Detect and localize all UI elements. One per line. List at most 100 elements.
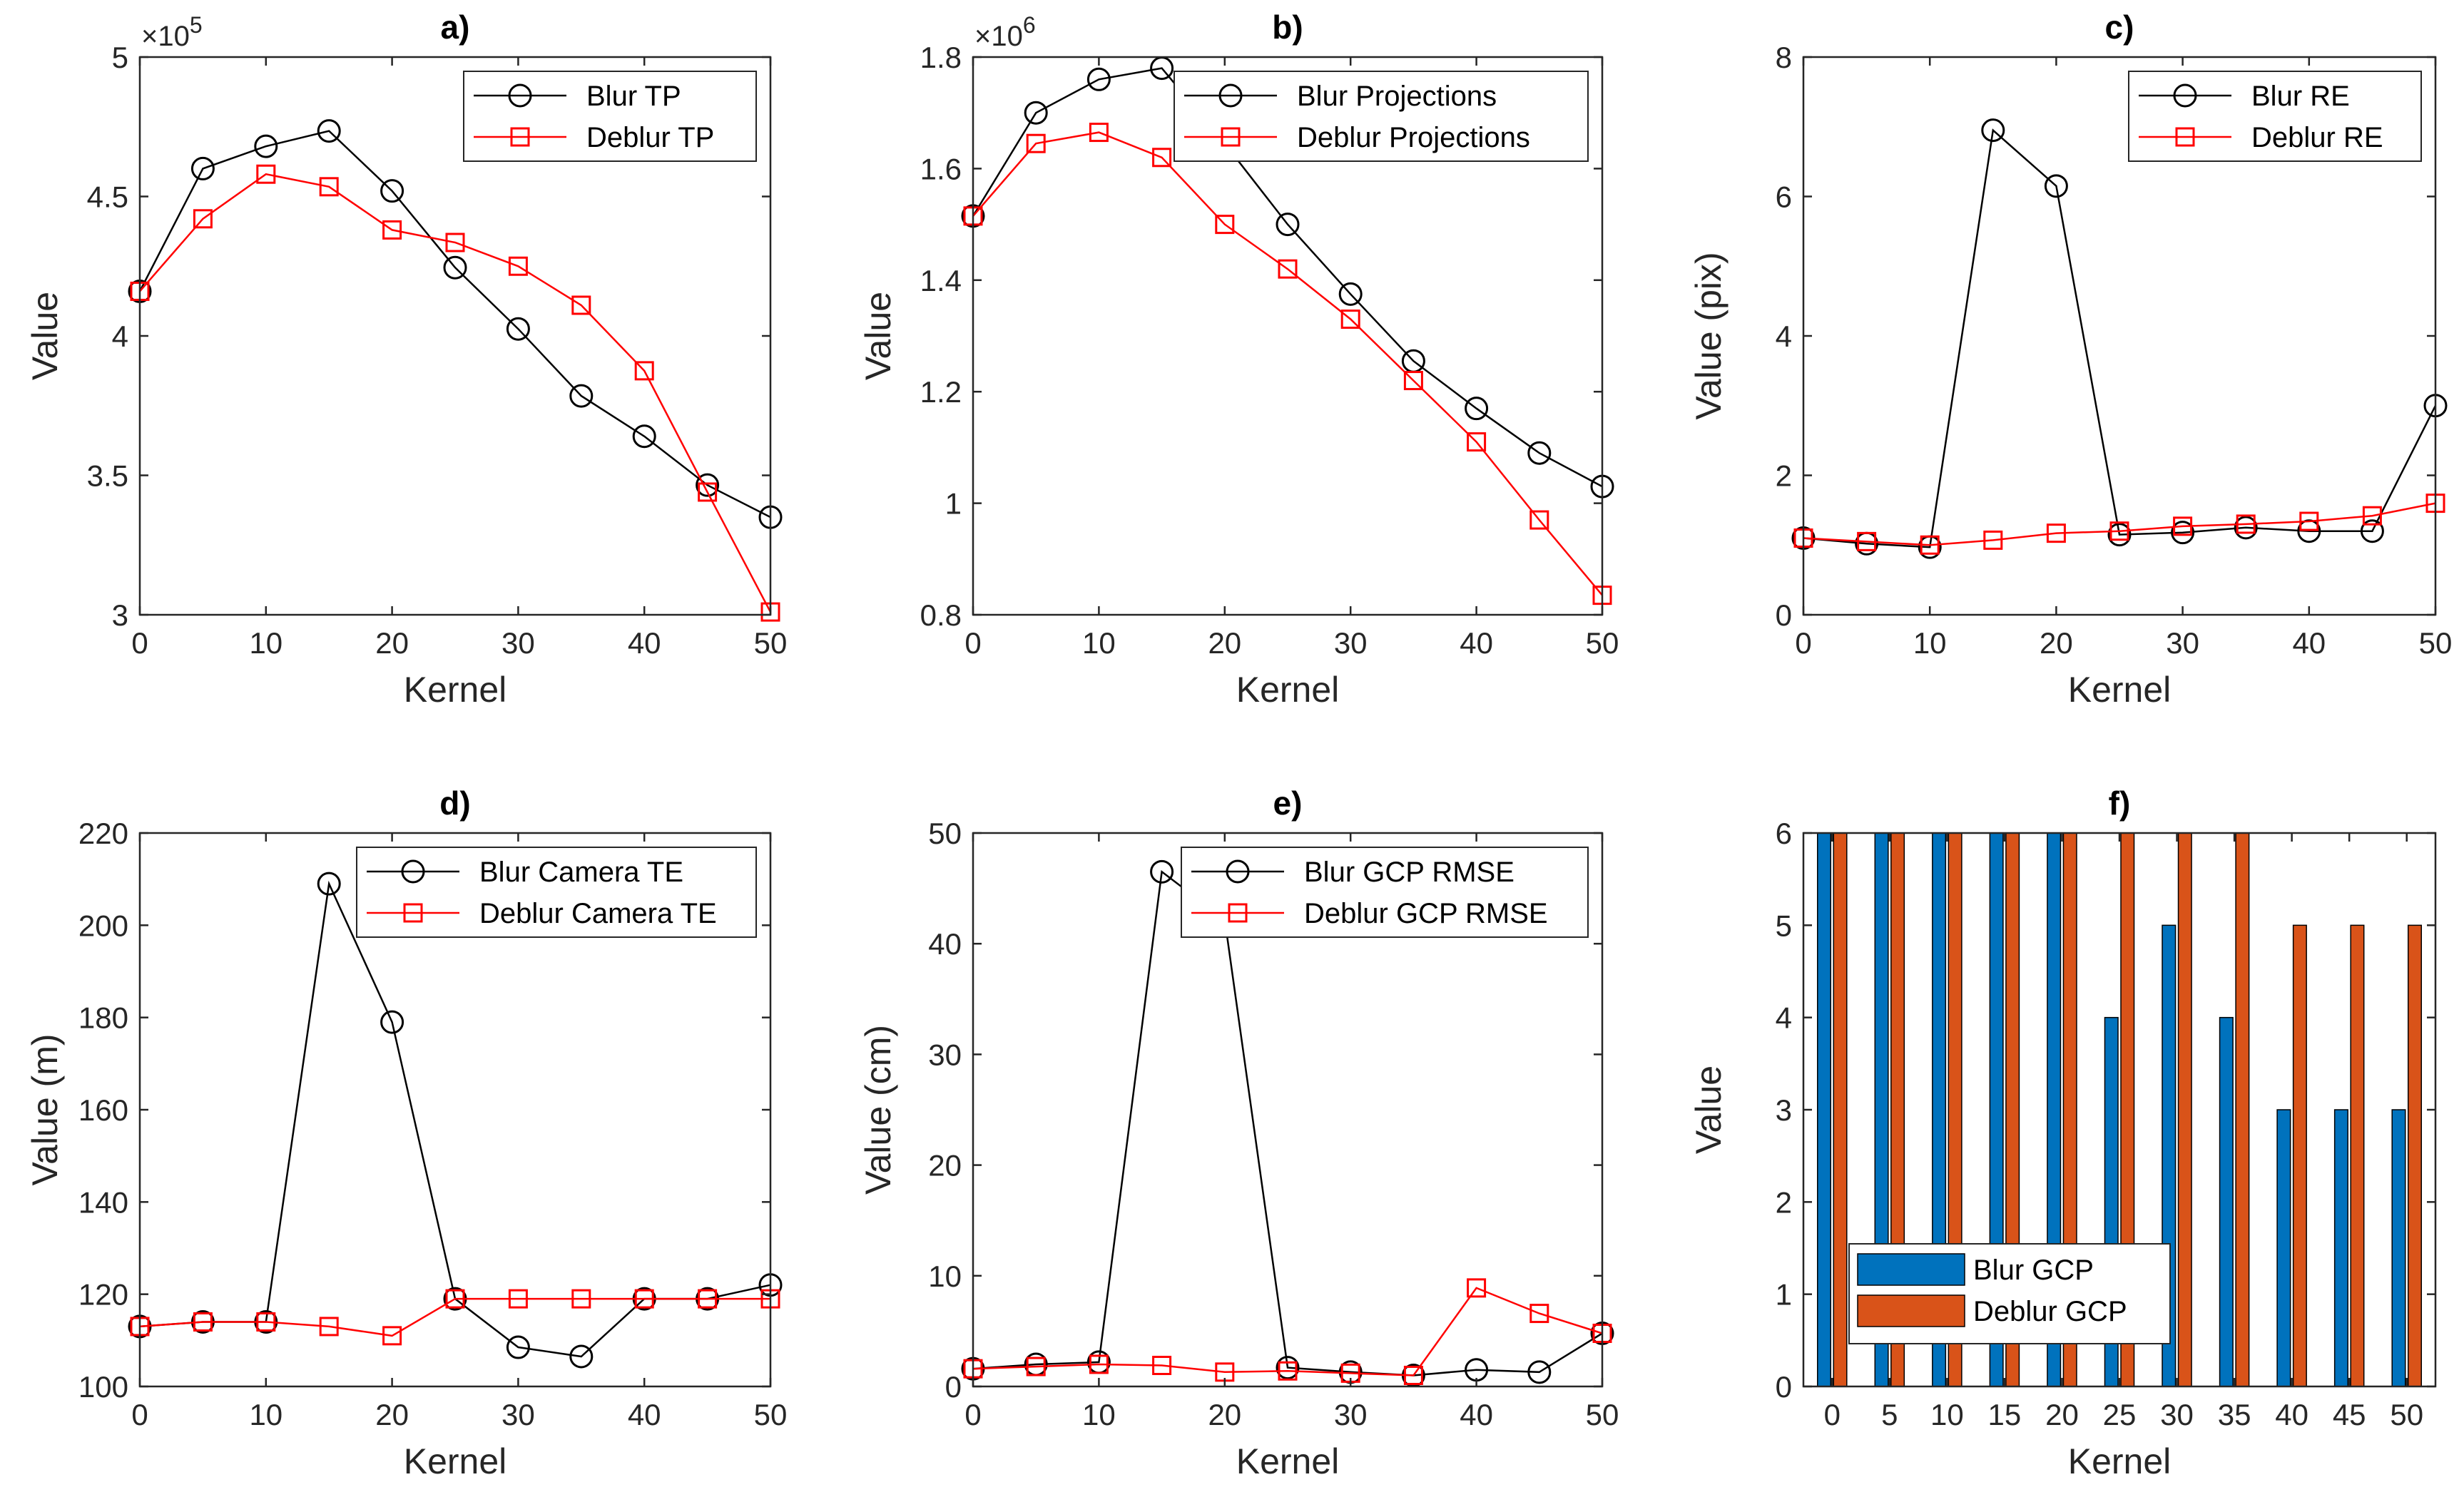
data-point [319,1317,339,1337]
y-tick-label: 6 [1776,817,1792,850]
x-tick-label: 15 [1988,1398,2022,1431]
y-tick-label: 8 [1776,41,1792,74]
y-tick-label: 2 [1776,459,1792,493]
data-point [1089,123,1109,143]
panel-a: 0 10 20 30 40 50 3 3.5 4 4.5 5 ×105 a) Kernel Value Blu… [25,9,787,710]
data-point [190,156,215,180]
x-axis-label: Kernel [404,1441,507,1481]
legend-label: Blur TP [586,81,681,112]
data-point [569,1344,594,1369]
y-tick-label: 4 [112,320,128,353]
data-point [1920,535,1940,555]
x-tick-label: 10 [1082,626,1116,660]
x-tick-label: 40 [628,626,661,660]
x-axis-label: Kernel [1236,1441,1340,1481]
axis-exponent: ×105 [141,12,203,52]
data-point [1152,1356,1172,1376]
y-axis-label: Value [1689,1066,1729,1154]
y-tick-label: 0 [945,1370,962,1404]
bar [2292,924,2307,1387]
data-point [571,1289,591,1309]
y-tick-label: 4 [1776,1001,1792,1035]
data-point [445,1289,465,1309]
legend-label: Blur Camera TE [479,857,683,888]
y-tick-label: 160 [78,1093,128,1127]
x-tick-label: 20 [375,626,409,660]
series-line [972,870,1603,1376]
data-point [1026,1357,1046,1376]
data-point [634,1289,654,1309]
legend-label: Deblur RE [2251,122,2383,153]
y-tick-label: 30 [928,1038,962,1071]
y-tick-label: 5 [112,41,128,74]
panel-title: d) [439,785,470,822]
x-tick-label: 50 [1586,626,1619,660]
series-line [1803,128,2437,548]
data-point [569,384,594,408]
axis-exponent: ×106 [974,12,1036,52]
data-point [1983,530,2003,550]
y-tick-label: 4.5 [87,180,128,214]
data-point [696,473,720,497]
data-point [193,1312,213,1332]
data-point [1403,1365,1423,1385]
data-point [2299,511,2319,531]
series-line [1803,502,2436,546]
x-tick-label: 30 [1334,1398,1368,1431]
data-point [380,1010,404,1034]
x-tick-label: 40 [1460,626,1493,660]
x-tick-label: 30 [2166,626,2199,660]
bar [2333,1109,2348,1387]
x-tick-label: 40 [2275,1398,2308,1431]
data-point [506,1335,530,1359]
y-tick-label: 0 [1776,1370,1792,1404]
data-point [1215,215,1235,235]
series-line [139,173,772,613]
x-axis-label: Kernel [404,670,507,710]
x-tick-label: 25 [2103,1398,2137,1431]
legend-marker [2173,83,2197,108]
data-point [382,220,402,240]
legend-label: Deblur Camera TE [479,898,717,929]
legend-swatch [1857,1253,1965,1286]
legend-label: Deblur GCP RMSE [1304,898,1548,929]
data-point [445,233,465,252]
data-point [571,295,591,315]
data-point [1150,859,1174,884]
data-point [319,177,339,197]
x-tick-label: 50 [754,626,788,660]
data-point [1527,441,1552,465]
y-tick-label: 5 [1776,909,1792,942]
data-point [508,1289,528,1309]
x-tick-label: 20 [2040,626,2073,660]
data-point [2234,516,2258,540]
data-point [256,164,276,184]
y-tick-label: 10 [928,1260,962,1293]
bar [2391,1109,2406,1387]
x-axis-label: Kernel [2068,670,2172,710]
legend-box [356,847,757,938]
axes-frame [972,832,1604,1388]
data-point [256,1312,276,1332]
x-tick-label: 0 [1824,1398,1841,1431]
y-tick-label: 1 [1776,1278,1792,1312]
y-tick-label: 6 [1776,180,1792,214]
series-line [139,1297,770,1337]
bar [2177,832,2192,1387]
data-point [2362,506,2382,526]
x-tick-label: 0 [964,626,981,660]
panel-c: 0 10 20 30 40 50 0 2 4 6 8 c) Kernel Value (pix) Blur … [1689,9,2452,710]
legend-label: Blur Projections [1297,81,1497,112]
data-point [1152,148,1172,168]
axes-frame [972,56,1604,616]
x-tick-label: 40 [2292,626,2326,660]
data-point [506,317,530,341]
legend-marker [1228,903,1248,923]
data-point [2107,523,2132,547]
x-tick-label: 50 [754,1398,788,1431]
x-tick-label: 50 [1586,1398,1619,1431]
data-point [2360,519,2384,543]
data-point [2046,523,2066,543]
data-point [1276,213,1300,237]
